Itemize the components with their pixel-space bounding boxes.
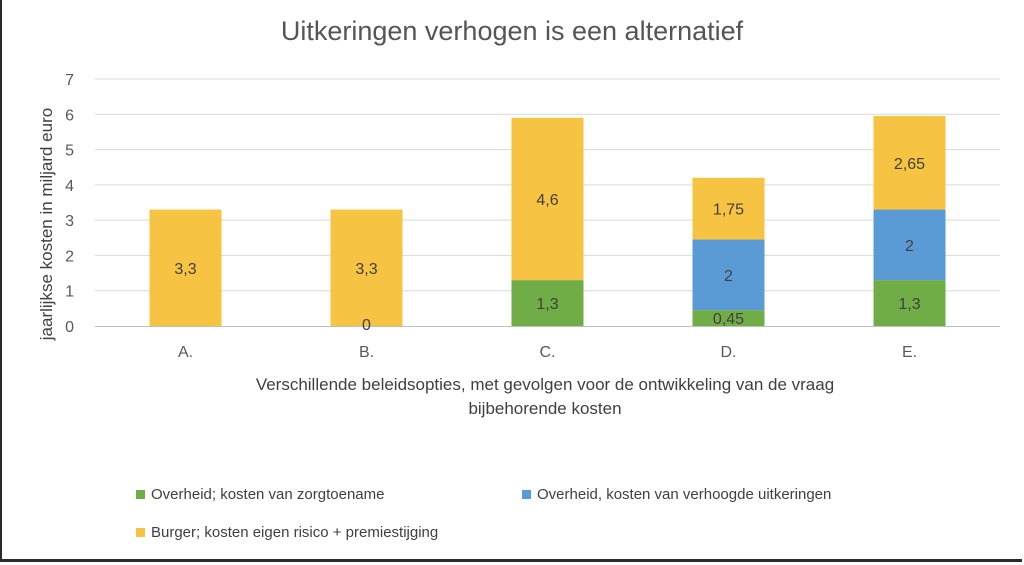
y-tick-label: 4 bbox=[65, 178, 74, 195]
x-tick-label: D. bbox=[721, 344, 737, 361]
data-label: 3,3 bbox=[355, 261, 377, 278]
legend-swatch-yellow bbox=[136, 528, 145, 537]
data-label: 1,3 bbox=[898, 296, 920, 313]
bar-segment bbox=[873, 280, 946, 326]
data-label: 2,65 bbox=[894, 156, 925, 173]
y-tick-label: 3 bbox=[65, 213, 74, 230]
bar-segment bbox=[692, 310, 765, 326]
data-label: 2 bbox=[724, 268, 733, 285]
y-tick-label: 2 bbox=[65, 248, 74, 265]
y-tick-label: 1 bbox=[65, 284, 74, 301]
bar-segment bbox=[511, 117, 584, 281]
legend-item-uitkeringen: Overheid, kosten van verhoogde uitkering… bbox=[522, 486, 831, 503]
y-tick-label: 5 bbox=[65, 143, 74, 160]
legend-label-burger: Burger; kosten eigen risico + premiestij… bbox=[151, 524, 439, 541]
y-tick-label: 6 bbox=[65, 107, 74, 124]
legend-swatch-blue bbox=[522, 490, 531, 499]
y-tick-label: 7 bbox=[65, 72, 74, 89]
bar-segment bbox=[692, 239, 765, 311]
y-tick-label: 0 bbox=[65, 319, 74, 336]
bar-segment bbox=[149, 209, 222, 326]
legend-item-zorgtoename: Overheid; kosten van zorgtoename bbox=[136, 486, 384, 503]
x-tick-label: C. bbox=[540, 344, 556, 361]
data-label: 0 bbox=[362, 317, 371, 334]
bar-segment bbox=[692, 177, 765, 240]
legend-label-uitkeringen: Overheid, kosten van verhoogde uitkering… bbox=[537, 486, 832, 503]
bar-segment bbox=[330, 209, 403, 326]
x-tick-label: A. bbox=[178, 344, 193, 361]
x-tick-label: B. bbox=[359, 344, 374, 361]
bar-segment bbox=[873, 116, 946, 210]
data-label: 1,75 bbox=[713, 202, 744, 219]
x-tick-label: E. bbox=[902, 344, 917, 361]
bar-segment bbox=[873, 209, 946, 281]
legend-item-burger: Burger; kosten eigen risico + premiestij… bbox=[136, 524, 438, 541]
x-axis-label-line-1: Verschillende beleidsopties, met gevolge… bbox=[255, 375, 835, 394]
data-label: 1,3 bbox=[536, 296, 558, 313]
data-label: 0,45 bbox=[713, 311, 744, 328]
data-label: 3,3 bbox=[174, 261, 196, 278]
bar-segment bbox=[511, 280, 584, 326]
legend-swatch-green bbox=[136, 490, 145, 499]
data-label: 4,6 bbox=[536, 192, 558, 209]
data-label: 2 bbox=[905, 238, 914, 255]
legend-label-zorgtoename: Overheid; kosten van zorgtoename bbox=[151, 486, 385, 503]
x-axis-label-line-2: bijbehorende kosten bbox=[468, 399, 622, 418]
chart-title: Uitkeringen verhogen is een alternatief bbox=[280, 16, 744, 46]
